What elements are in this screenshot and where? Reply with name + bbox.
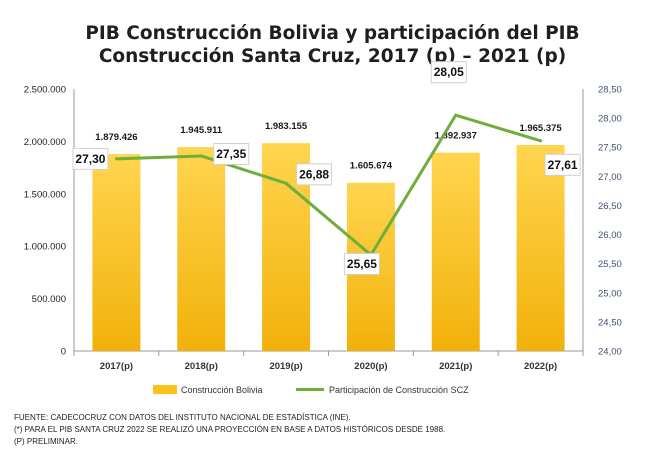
left-axis-tick-label: 2.000.000 <box>24 137 66 148</box>
chart-title-line-1: PIB Construcción Bolivia y participación… <box>85 23 580 44</box>
legend-label-line: Participación de Construcción SCZ <box>329 385 469 395</box>
left-axis-tick-label: 1.000.000 <box>24 242 66 253</box>
bar <box>92 154 141 351</box>
line-value-label-box <box>343 252 380 275</box>
left-axis-tick-label: 0 <box>61 347 66 358</box>
right-axis-tick-label: 28,50 <box>598 85 622 96</box>
footnote-source: FUENTE: CADECOCRUZ CON DATOS DEL INSTITU… <box>14 413 351 422</box>
line-point <box>114 157 118 161</box>
line-point <box>199 154 203 158</box>
left-axis-tick-label: 1.500.000 <box>24 189 66 200</box>
right-axis-tick-label: 25,00 <box>598 288 622 299</box>
line-value-label: 27,35 <box>216 147 246 161</box>
footnote-projection: (*) PARA EL PIB SANTA CRUZ 2022 SE REALI… <box>14 425 446 434</box>
bar-value-label: 1.892.937 <box>435 131 477 142</box>
left-axis-tick-label: 500.000 <box>32 294 66 305</box>
line-series <box>116 113 542 257</box>
plot-area: 0 500.000 1.000.000 1.500.000 2.000.000 2.500… <box>24 61 622 395</box>
bar-value-label: 1.605.674 <box>350 161 393 172</box>
line-value-label-box <box>430 61 467 84</box>
line-value-label-box <box>296 163 333 186</box>
line-value-label: 26,88 <box>299 167 329 181</box>
line-value-label: 27,30 <box>75 152 105 166</box>
bar <box>177 147 226 351</box>
footnote-preliminary: (P) PRELIMINAR. <box>14 437 79 446</box>
bar-value-label: 1.945.911 <box>180 125 222 136</box>
bar-value-label: 1.879.426 <box>95 132 137 143</box>
x-category-label: 2020(p) <box>354 361 387 372</box>
right-axis-tick-label: 27,50 <box>598 143 622 154</box>
right-axis-tick-label: 26,00 <box>598 230 622 241</box>
right-axis-tick-label: 24,00 <box>598 347 622 358</box>
right-axis-tick-label: 25,50 <box>598 259 622 270</box>
line-value-label: 27,61 <box>548 158 578 172</box>
line-value-label: 25,65 <box>347 257 377 271</box>
legend-swatch-bars <box>153 385 177 394</box>
x-category-label: 2017(p) <box>100 361 133 372</box>
line-value-label-box <box>213 142 250 165</box>
right-axis-tick-label: 27,00 <box>598 172 622 183</box>
line-point <box>284 181 288 185</box>
legend-label-bars: Construcción Bolivia <box>181 385 263 395</box>
right-axis-tick-label: 26,50 <box>598 201 622 212</box>
line-value-label: 28,05 <box>434 65 464 79</box>
line-point <box>539 139 543 143</box>
x-category-label: 2022(p) <box>524 361 557 372</box>
x-category-label: 2018(p) <box>185 361 218 372</box>
right-axis-tick-label: 28,00 <box>598 114 622 125</box>
line-value-label-box <box>544 153 581 176</box>
x-category-label: 2021(p) <box>439 361 472 372</box>
line-value-label-box <box>72 147 109 170</box>
bar-value-label: 1.983.155 <box>265 121 308 132</box>
x-category-label: 2019(p) <box>269 361 302 372</box>
right-axis-tick-label: 24,50 <box>598 317 622 328</box>
line-point <box>454 113 458 117</box>
bar-value-label: 1.965.375 <box>519 123 562 134</box>
bar <box>516 145 565 351</box>
left-axis-tick-label: 2.500.000 <box>24 85 66 96</box>
bar <box>431 152 480 351</box>
